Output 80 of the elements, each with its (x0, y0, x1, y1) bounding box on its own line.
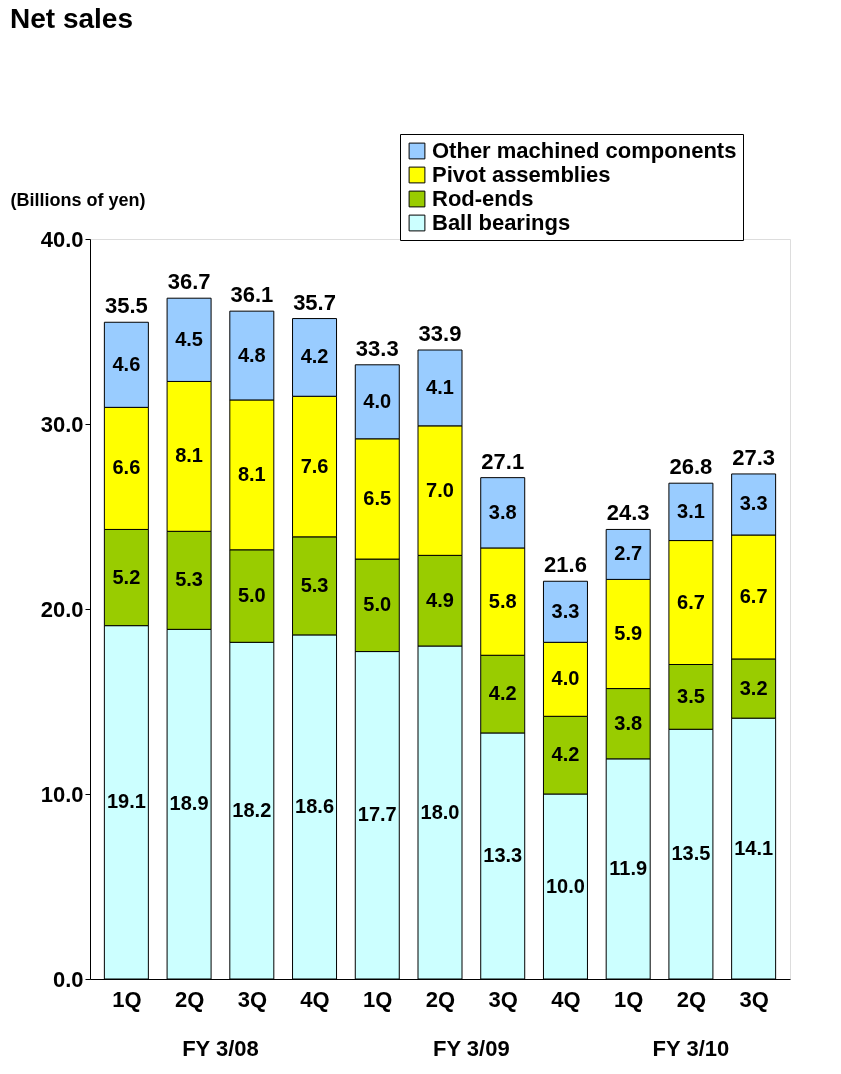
y-tick-label: 40.0 (40, 226, 84, 252)
data-label: 5.0 (363, 593, 392, 616)
x-tick-label: 1Q (112, 986, 142, 1012)
x-tick-label: 2Q (174, 986, 205, 1012)
total-label: 24.3 (606, 500, 650, 526)
data-label: 18.0 (420, 800, 460, 823)
data-label: 6.7 (739, 584, 768, 607)
data-label: 3.1 (677, 499, 705, 522)
x-tick-label: 3Q (237, 986, 267, 1012)
data-label: 4.5 (175, 327, 203, 350)
x-tick-label: 1Q (614, 986, 644, 1012)
data-label: 7.0 (426, 478, 454, 501)
total-label: 36.1 (230, 282, 274, 308)
data-label: 3.8 (614, 711, 643, 734)
data-label: 3.3 (551, 599, 580, 622)
x-tick-label: 3Q (739, 986, 769, 1012)
data-label: 5.0 (237, 584, 266, 607)
data-label: 3.2 (739, 676, 768, 699)
data-label: 6.7 (677, 590, 705, 613)
data-label: 4.1 (426, 375, 454, 398)
total-label: 33.3 (355, 335, 399, 361)
data-label: 2.7 (614, 542, 643, 565)
data-label: 8.1 (237, 462, 266, 485)
data-label: 4.6 (112, 352, 141, 375)
text: FY 3/08 (182, 1036, 259, 1061)
legend-label: Pivot assemblies (432, 162, 611, 187)
total-label: 27.3 (732, 444, 776, 470)
total-label: 21.6 (544, 552, 587, 578)
y-tick-label: 0.0 (52, 966, 84, 992)
data-label: 5.2 (112, 565, 141, 588)
legend-label: Rod-ends (432, 186, 534, 211)
data-label: 5.8 (488, 589, 517, 612)
x-tick-label: 4Q (300, 986, 330, 1012)
data-label: 4.2 (551, 743, 580, 766)
data-label: 17.7 (357, 803, 397, 826)
data-label: 13.5 (671, 842, 711, 865)
y-axis-title: (Billions of yen) (10, 189, 146, 210)
data-label: 3.5 (677, 684, 705, 707)
data-label: 5.3 (300, 573, 329, 596)
data-label: 11.9 (609, 856, 648, 879)
data-label: 18.6 (295, 794, 335, 817)
data-label: 14.1 (734, 836, 774, 859)
data-label: 5.9 (614, 621, 643, 644)
legend-label: Other machined components (432, 138, 737, 163)
y-tick-label: 20.0 (40, 596, 84, 622)
total-label: 26.8 (669, 454, 713, 480)
y-tick-label: 10.0 (40, 781, 84, 807)
total-label: 36.7 (167, 269, 211, 295)
data-label: 6.6 (112, 456, 141, 479)
total-label: 33.9 (418, 321, 462, 346)
x-tick-label: 2Q (425, 986, 456, 1012)
total-label: 35.5 (104, 293, 148, 319)
chart-title: Net sales (10, 2, 133, 34)
data-label: 8.1 (175, 444, 203, 467)
data-label: 18.9 (169, 792, 209, 815)
data-label: 3.3 (739, 492, 768, 515)
data-label: 4.2 (488, 682, 517, 705)
legend-label: Ball bearings (432, 210, 571, 235)
data-label: 19.1 (106, 790, 146, 813)
data-label: 13.3 (483, 843, 523, 866)
x-tick-label: 2Q (676, 986, 707, 1012)
data-label: 4.8 (237, 343, 266, 366)
data-label: 4.9 (426, 588, 454, 611)
data-label: 18.2 (232, 798, 272, 821)
data-label: 7.6 (300, 454, 329, 477)
y-tick-label: 30.0 (40, 411, 84, 437)
text: FY 3/10 (652, 1036, 730, 1061)
data-label: 6.5 (363, 486, 392, 509)
total-label: 27.1 (481, 448, 525, 474)
data-label: 4.0 (551, 667, 580, 690)
x-tick-label: 4Q (551, 986, 581, 1012)
data-label: 3.8 (488, 500, 517, 523)
data-label: 4.0 (363, 389, 392, 412)
text: FY 3/09 (433, 1036, 510, 1061)
data-label: 10.0 (545, 874, 585, 897)
total-label: 35.7 (293, 289, 336, 315)
data-label: 4.2 (300, 345, 329, 368)
x-tick-label: 3Q (488, 986, 518, 1012)
data-label: 5.3 (175, 568, 203, 591)
x-tick-label: 1Q (363, 986, 393, 1012)
